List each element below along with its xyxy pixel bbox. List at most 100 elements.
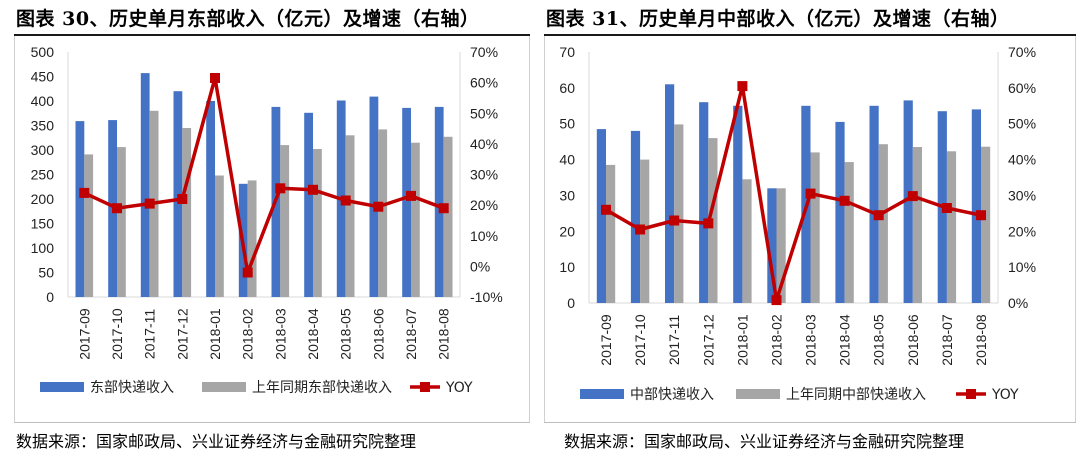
x-category-label: 2018-01 <box>207 308 223 360</box>
source-divider <box>544 422 1076 423</box>
yoy-marker <box>839 195 850 206</box>
legend-label: 中部快递收入 <box>630 387 714 403</box>
x-category-label: 2018-07 <box>403 308 419 360</box>
y-right-tick-label: 60% <box>470 75 498 91</box>
bar-current <box>869 105 879 303</box>
x-category-label: 2018-06 <box>370 308 386 360</box>
bar-current <box>304 112 313 297</box>
yoy-marker <box>805 188 816 199</box>
y-right-tick-label: 30% <box>1008 187 1036 203</box>
bar-prior-year <box>878 144 888 303</box>
y-right-tick-label: 40% <box>470 136 498 152</box>
bar-prior-year <box>443 136 453 297</box>
y-left-tick-label: 50 <box>559 116 575 132</box>
bar-current <box>402 107 411 298</box>
x-category-label: 2018-07 <box>939 314 955 366</box>
legend-label: 上年同期东部快递收入 <box>252 380 392 396</box>
yoy-marker <box>406 190 416 201</box>
y-right-tick-label: 10% <box>470 228 498 244</box>
x-category-label: 2018-01 <box>734 314 750 366</box>
bar-current <box>665 84 675 303</box>
bar-current <box>699 102 709 303</box>
bar-current <box>434 106 444 298</box>
chart-title: 图表 30、历史单月东部收入（亿元）及增速（右轴） <box>16 8 480 30</box>
chart-frame <box>14 36 530 422</box>
bar-prior-year <box>810 152 820 303</box>
chart-central-revenue: 0 10 20 30 40 50 60 70 0% 10% 20% 30% 40% 50% 60% 70% 20… <box>559 44 1036 403</box>
x-axis-labels: 2017-09 2017-10 2017-11 2017-12 2018-01 2018-… <box>76 308 451 360</box>
legend-label: YOY <box>445 380 473 396</box>
bar-prior-year <box>378 129 388 297</box>
x-category-label: 2018-06 <box>905 314 921 366</box>
y-right-tick-label: 50% <box>1008 116 1036 132</box>
chart-panel-central: 图表 31、历史单月中部收入（亿元）及增速（右轴） 0 10 20 30 40 50 60 7… <box>540 0 1080 456</box>
yoy-marker <box>79 187 90 198</box>
bar-prior-year <box>946 151 957 303</box>
x-category-label: 2018-03 <box>803 314 819 366</box>
yoy-marker <box>144 198 155 209</box>
x-category-label: 2018-04 <box>837 314 853 366</box>
y-right-tick-label: 30% <box>470 167 498 183</box>
y-right-tick-label: 70% <box>1008 44 1036 60</box>
yoy-line <box>605 84 982 302</box>
y-left-tick-label: 250 <box>31 167 55 183</box>
x-category-label: 2018-08 <box>436 308 452 360</box>
bar-prior-year <box>981 146 991 303</box>
yoy-marker <box>112 203 122 214</box>
bar-prior-year <box>247 180 257 297</box>
y-left-tick-label: 0 <box>46 289 54 305</box>
y-axis-left: 0 50 100 150 200 250 300 350 400 450 500 <box>31 44 55 305</box>
y-left-tick-label: 40 <box>559 152 575 168</box>
x-category-label: 2017-12 <box>700 314 716 366</box>
bar-series-group <box>75 73 453 298</box>
bar-prior-year <box>117 147 126 297</box>
legend-swatch <box>736 389 780 399</box>
bar-prior-year <box>84 154 94 297</box>
bar-prior-year <box>742 179 752 303</box>
x-category-label: 2017-10 <box>109 308 125 360</box>
y-right-tick-label: 20% <box>1008 223 1036 239</box>
y-left-tick-label: 100 <box>31 240 55 256</box>
y-left-tick-label: 200 <box>31 191 55 207</box>
bar-prior-year <box>411 142 420 297</box>
x-axis-labels: 2017-09 2017-10 2017-11 2017-12 2018-01 2018-… <box>598 314 989 366</box>
bar-prior-year <box>912 147 922 303</box>
y-axis-left: 0 10 20 30 40 50 60 70 <box>559 44 575 311</box>
yoy-marker <box>771 295 782 306</box>
bar-current <box>733 105 743 303</box>
bar-prior-year <box>674 124 684 304</box>
x-category-label: 2018-05 <box>871 314 887 366</box>
y-left-tick-label: 300 <box>31 142 55 158</box>
bar-prior-year <box>313 149 322 297</box>
yoy-marker <box>373 201 384 212</box>
yoy-markers <box>601 81 986 306</box>
yoy-marker <box>275 183 286 194</box>
y-right-tick-label: 0% <box>1008 295 1028 311</box>
y-left-tick-label: 50 <box>38 265 54 281</box>
y-left-tick-label: 30 <box>559 187 575 203</box>
bar-series-group <box>596 84 991 304</box>
bar-prior-year <box>215 175 224 297</box>
y-right-tick-label: 10% <box>1008 259 1036 275</box>
x-category-label: 2017-11 <box>142 309 158 360</box>
legend-swatch <box>202 382 246 392</box>
yoy-marker <box>907 191 918 202</box>
y-left-tick-label: 70 <box>559 44 575 60</box>
legend: 东部快递收入 上年同期东部快递收入 YOY <box>40 380 473 396</box>
y-right-tick-label: 20% <box>470 197 498 213</box>
yoy-marker <box>703 218 714 229</box>
bar-current <box>971 109 981 304</box>
chart-panel-east: 图表 30、历史单月东部收入（亿元）及增速（右轴） 0 50 100 150 200 25… <box>14 8 530 451</box>
x-category-label: 2018-05 <box>338 308 354 360</box>
yoy-line <box>83 76 445 275</box>
legend-marker-swatch <box>966 389 976 399</box>
x-category-label: 2017-09 <box>598 314 614 366</box>
legend: 中部快递收入 上年同期中部快递收入 YOY <box>580 387 1019 403</box>
y-left-tick-label: 150 <box>31 216 55 232</box>
bar-prior-year <box>280 145 290 297</box>
x-category-label: 2018-02 <box>768 314 784 366</box>
source-divider <box>14 422 530 423</box>
yoy-marker <box>308 184 318 195</box>
bar-current <box>140 73 150 297</box>
bar-current <box>75 121 85 297</box>
